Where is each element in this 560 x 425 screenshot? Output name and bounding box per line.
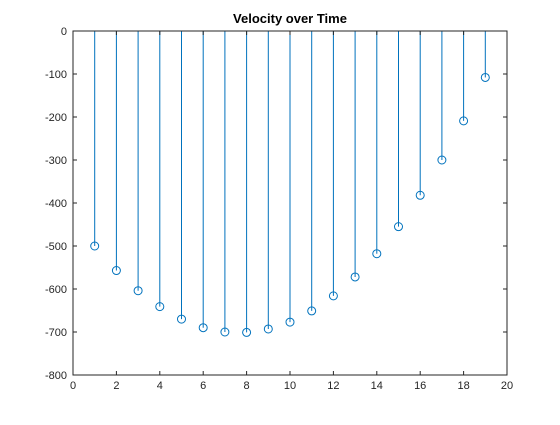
- y-tick-label: -800: [45, 370, 67, 382]
- x-tick-label: 10: [284, 380, 296, 392]
- stem-marker: [285, 317, 295, 327]
- x-tick-label: 0: [70, 380, 76, 392]
- x-axis: 0 2 4 6 8 10 12 14 16 18 20: [70, 31, 513, 392]
- x-tick-label: 4: [157, 380, 163, 392]
- stem-marker: [328, 291, 338, 301]
- stem-marker: [437, 155, 447, 165]
- chart-title: Velocity over Time: [233, 11, 347, 26]
- y-tick-label: 0: [61, 26, 67, 38]
- markers-layer: [90, 72, 490, 337]
- stems-layer: [94, 31, 486, 333]
- y-axis: 0 -100 -200 -300 -400 -500 -600 -700 -800: [45, 26, 507, 382]
- y-tick-label: -100: [45, 69, 67, 81]
- y-tick-label: -200: [45, 112, 67, 124]
- stem-marker: [177, 314, 186, 324]
- x-tick-label: 6: [200, 380, 206, 392]
- x-tick-label: 12: [327, 380, 339, 392]
- x-tick-label: 20: [501, 380, 513, 392]
- x-tick-label: 8: [244, 380, 250, 392]
- stem-marker: [133, 286, 143, 296]
- x-tick-label: 18: [457, 380, 469, 392]
- stem-marker: [480, 72, 490, 82]
- y-tick-label: -300: [45, 155, 67, 167]
- stem-marker: [415, 190, 425, 200]
- stem-marker: [350, 272, 360, 282]
- stem-marker: [394, 222, 403, 232]
- y-tick-label: -700: [45, 327, 67, 339]
- x-tick-label: 2: [113, 380, 119, 392]
- stem-marker: [111, 266, 121, 276]
- x-tick-label: 14: [371, 380, 383, 392]
- stem-marker: [307, 306, 317, 316]
- y-tick-label: -600: [45, 284, 67, 296]
- stem-marker: [263, 324, 273, 334]
- y-tick-label: -500: [45, 241, 67, 253]
- stem-marker: [198, 323, 208, 333]
- x-tick-label: 16: [414, 380, 426, 392]
- stem-marker: [90, 241, 100, 251]
- stem-marker: [372, 249, 382, 259]
- stem-marker: [459, 116, 469, 126]
- stem-marker: [155, 302, 165, 312]
- stem-marker: [242, 327, 252, 337]
- stem-marker: [220, 327, 230, 337]
- y-tick-label: -400: [45, 198, 67, 210]
